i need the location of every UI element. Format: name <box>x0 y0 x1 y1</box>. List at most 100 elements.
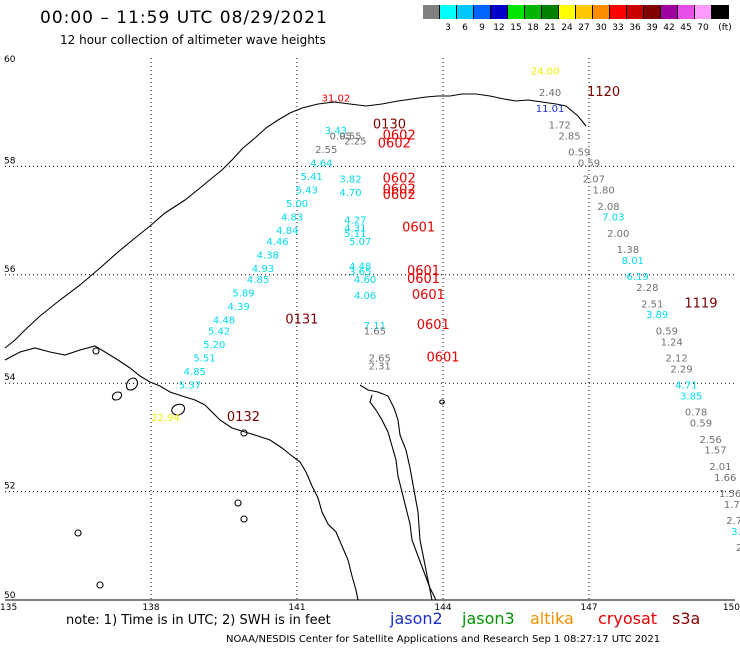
wave-height-label: 2.08 <box>597 202 619 213</box>
colorbar-swatch <box>576 5 593 19</box>
wave-height-label: 2.28 <box>636 283 658 294</box>
wave-height-label: 8.01 <box>622 256 644 267</box>
wave-height-label: 4.46 <box>266 237 288 248</box>
wave-height-label: 3.43 <box>325 126 347 137</box>
wave-height-label: 0.55 <box>339 131 361 142</box>
pass-time-label: 0602 <box>383 172 416 187</box>
wave-height-label: 1.72 <box>549 120 571 131</box>
wave-height-label: 3.70 <box>731 527 740 538</box>
satellite-legend-cryosat: cryosat <box>598 609 658 628</box>
colorbar-swatch <box>423 5 440 19</box>
colorbar-swatch <box>542 5 559 19</box>
colorbar-label: 36 <box>629 23 641 33</box>
wave-height-label: 0.59 <box>578 158 600 169</box>
pass-time-label: 1120 <box>587 85 620 100</box>
wave-height-label: 2.56 <box>700 435 722 446</box>
colorbar-swatch <box>661 5 678 19</box>
colorbar-swatch <box>678 5 695 19</box>
colorbar-swatch <box>644 5 661 19</box>
lon-tick-label: 147 <box>580 603 597 613</box>
pass-time-label: 0601 <box>412 288 445 303</box>
wave-height-label: 2.00 <box>607 229 629 240</box>
pass-time-label: 0601 <box>402 220 435 235</box>
colorbar-label: 6 <box>462 23 468 33</box>
wave-height-label: 2.65 <box>369 354 391 365</box>
lon-tick-label: 138 <box>142 603 159 613</box>
wave-height-label: 2.25 <box>344 137 366 148</box>
wave-height-label: 1.79 <box>724 500 740 511</box>
wave-height-label: 5.20 <box>203 340 225 351</box>
wave-height-label: 2.58 <box>736 543 740 554</box>
lat-tick-label: 50 <box>4 591 16 601</box>
wave-height-label: 6.19 <box>627 272 649 283</box>
wave-height-label: 2.29 <box>670 364 692 375</box>
wave-height-label: 2.07 <box>583 175 605 186</box>
coastline <box>4 93 587 601</box>
wave-height-label: 4.60 <box>354 275 376 286</box>
wave-height-label: 3.65 <box>349 267 371 278</box>
lon-tick-label: 135 <box>0 603 17 613</box>
wave-height-label: 4.27 <box>344 215 366 226</box>
colorbar-label: 9 <box>479 23 485 33</box>
wave-height-label: 4.64 <box>310 158 332 169</box>
wave-height-label: 4.31 <box>344 223 366 234</box>
wave-height-label: 4.93 <box>252 264 274 275</box>
colorbar-swatch <box>610 5 627 19</box>
colorbar-swatch <box>712 5 729 19</box>
colorbar-label: 42 <box>663 23 675 33</box>
lat-tick-label: 60 <box>4 55 16 65</box>
wave-height-label: 2.51 <box>641 299 663 310</box>
wave-height-label: 2.85 <box>558 131 580 142</box>
wave-height-label: 11.01 <box>536 104 565 115</box>
wave-height-label: 1.56 <box>719 489 740 500</box>
wave-height-label: 1.65 <box>364 326 386 337</box>
wave-height-label: 7.11 <box>364 321 386 332</box>
colorbar-label: 30 <box>595 23 607 33</box>
wave-height-label: 0.95 <box>330 131 352 142</box>
wave-height-label: 1.66 <box>714 473 736 484</box>
lon-tick-label: 141 <box>288 603 305 613</box>
wave-height-label: 4.85 <box>247 275 269 286</box>
colorbar-swatch <box>508 5 525 19</box>
wave-height-label: 5.51 <box>193 354 215 365</box>
wave-height-label: 22.94 <box>151 413 180 424</box>
pass-time-label: 0602 <box>383 183 416 198</box>
colorbar-swatch <box>627 5 644 19</box>
wave-height-label: 1.24 <box>661 337 683 348</box>
pass-time-label: 1119 <box>684 296 717 311</box>
colorbar-label: 27 <box>578 23 590 33</box>
lon-tick-label: 144 <box>434 603 451 613</box>
footer-note: note: 1) Time is in UTC; 2) SWH is in fe… <box>66 613 331 628</box>
wave-height-label: 4.85 <box>184 367 206 378</box>
axis-tick-labels: 135 138 141 144 147 150 60 58 56 54 52 50 <box>0 55 740 613</box>
wave-height-label: 4.71 <box>675 381 697 392</box>
wave-height-label: 4.06 <box>354 291 376 302</box>
colorbar-label: 70 <box>697 23 709 33</box>
wave-height-label: 2.01 <box>709 462 731 473</box>
lon-tick-label: 150 <box>723 603 740 613</box>
wave-height-label: 3.85 <box>680 391 702 402</box>
wave-height-label: 5.37 <box>179 381 201 392</box>
wave-height-label: 1.80 <box>592 186 614 197</box>
wave-height-label: 4.70 <box>339 188 361 199</box>
wave-height-label: 0.59 <box>690 419 712 430</box>
wave-height-label: 5.11 <box>344 229 366 240</box>
wave-height-label: 5.41 <box>300 172 322 183</box>
wave-height-label: 2.55 <box>315 145 337 156</box>
satellite-legend-s3a: s3a <box>672 609 701 628</box>
footer-credit: NOAA/NESDIS Center for Satellite Applica… <box>226 634 661 645</box>
wave-height-label: 4.48 <box>349 261 371 272</box>
colorbar-swatch <box>491 5 508 19</box>
wave-height-label: 5.07 <box>349 237 371 248</box>
pass-time-label: 0130 <box>373 117 406 132</box>
colorbar-swatch <box>457 5 474 19</box>
colorbar-swatch <box>695 5 712 19</box>
wave-height-label: 0.59 <box>656 326 678 337</box>
wave-height-label: 2.71 <box>726 516 740 527</box>
wave-height-label: 5.89 <box>232 288 254 299</box>
colorbar-swatch <box>474 5 491 19</box>
colorbar-swatch <box>440 5 457 19</box>
colorbar-swatch <box>559 5 576 19</box>
pass-time-label: 0601 <box>426 351 459 366</box>
pass-time-label: 0601 <box>407 272 440 287</box>
